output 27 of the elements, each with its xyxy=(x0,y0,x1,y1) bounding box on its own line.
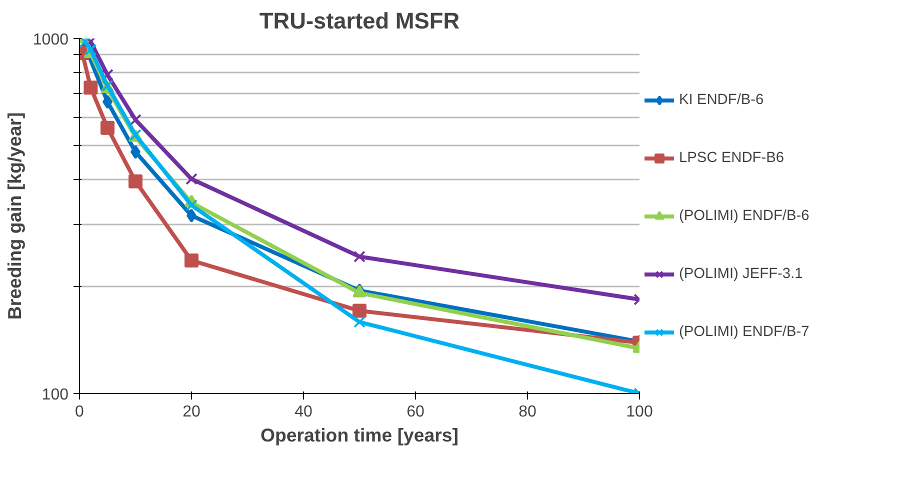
point xyxy=(130,114,142,126)
point xyxy=(100,120,114,135)
legend-label: LPSC ENDF-B6 xyxy=(679,150,784,166)
chart-title: TRU-started MSFR xyxy=(259,8,460,34)
legend-label: (POLIMI) ENDF/B-7 xyxy=(679,324,810,340)
x-tick-label: 80 xyxy=(518,404,536,420)
legend-label: (POLIMI) ENDF/B-6 xyxy=(679,208,810,224)
point xyxy=(354,250,366,263)
point xyxy=(186,173,198,185)
x-tick-label: 0 xyxy=(75,404,84,420)
point xyxy=(84,80,98,95)
point xyxy=(84,44,97,56)
legend-label: (POLIMI) JEFF-3.1 xyxy=(679,266,803,282)
point xyxy=(102,68,114,81)
y-axis-title: Breeding gain [kg/year] xyxy=(4,112,25,320)
x-tick-label: 60 xyxy=(406,404,424,420)
x-tick-label: 40 xyxy=(294,404,312,420)
point xyxy=(186,199,198,212)
point xyxy=(128,174,142,188)
legend-label: KI ENDF/B-6 xyxy=(679,92,764,108)
y-tick-label: 1000 xyxy=(32,32,69,48)
point xyxy=(354,316,366,328)
x-tick-label: 100 xyxy=(626,404,653,420)
x-tick-label: 20 xyxy=(182,404,200,420)
point xyxy=(352,304,366,318)
point xyxy=(184,253,198,268)
x-axis-title: Operation time [years] xyxy=(260,424,459,446)
